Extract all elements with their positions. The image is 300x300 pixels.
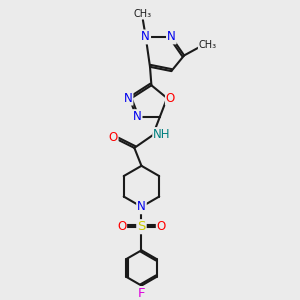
Text: F: F bbox=[138, 287, 145, 300]
Text: S: S bbox=[137, 220, 146, 233]
Text: O: O bbox=[108, 131, 118, 144]
Text: N: N bbox=[137, 200, 146, 213]
Text: O: O bbox=[157, 220, 166, 233]
Text: NH: NH bbox=[153, 128, 171, 141]
Text: N: N bbox=[124, 92, 133, 105]
Text: O: O bbox=[166, 92, 175, 105]
Text: N: N bbox=[133, 110, 142, 123]
Text: O: O bbox=[117, 220, 126, 233]
Text: CH₃: CH₃ bbox=[134, 9, 152, 19]
Text: CH₃: CH₃ bbox=[199, 40, 217, 50]
Text: N: N bbox=[167, 30, 176, 44]
Text: N: N bbox=[141, 30, 150, 44]
